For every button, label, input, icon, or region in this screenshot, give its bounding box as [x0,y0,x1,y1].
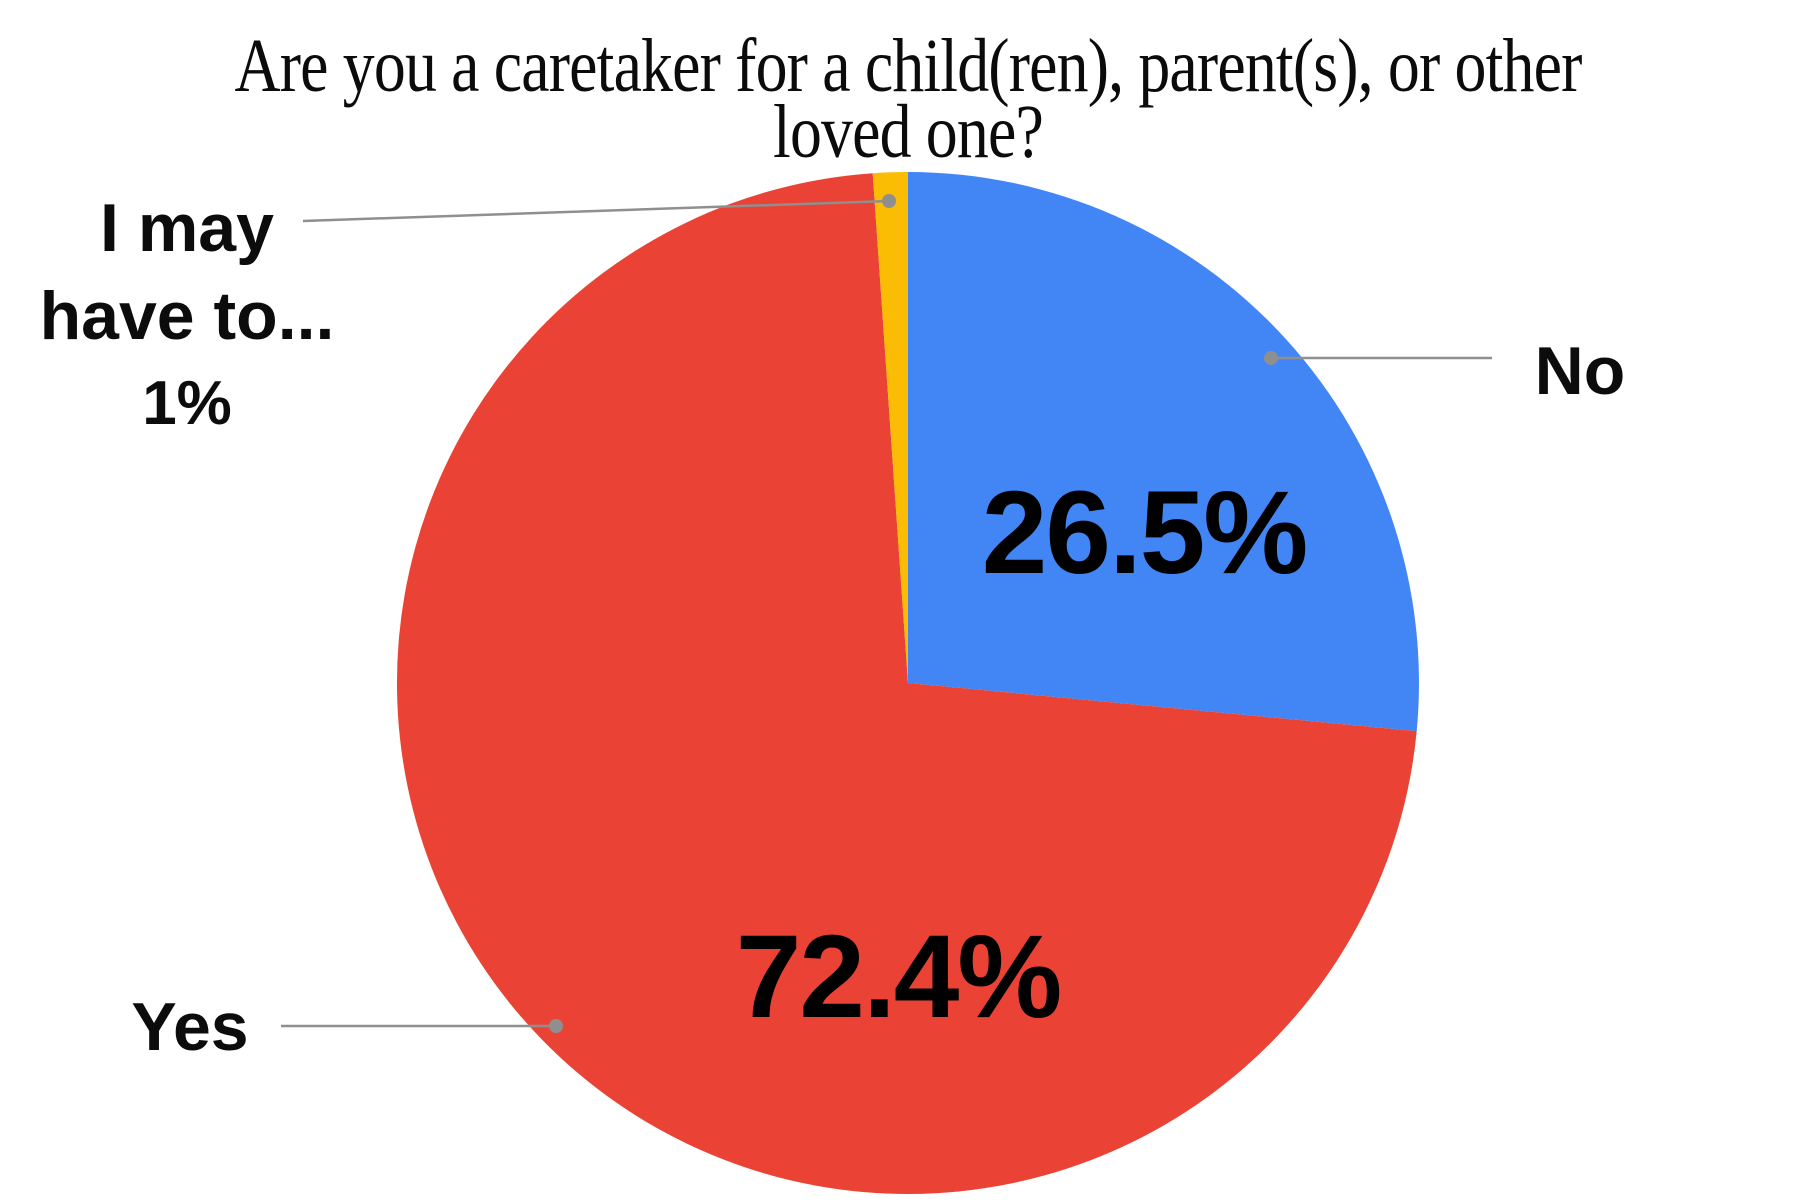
chart-title-line-2: loved one? [773,90,1044,174]
pct-label-no: 26.5% [981,467,1309,599]
leader-dot-yes [549,1019,563,1033]
pct-label-i-may-have-to: 1% [142,369,232,438]
leader-line-i-may-have-to [302,199,890,223]
leader-dot-i-may-have-to [882,194,896,208]
slice-label-i-may-have-to: I may have to... 1% [40,184,335,448]
slice-label-yes: Yes [131,989,249,1065]
pie-slice-no [908,172,1419,732]
chart-title-line-1: Are you a caretaker for a child(ren), pa… [234,24,1582,108]
slice-label-i-may-have-to-line-2: have to... [39,278,335,354]
pie-slice-i-may-have-to [872,171,908,683]
slice-label-no: No [1534,333,1626,409]
pct-label-yes: 72.4% [735,911,1063,1043]
chart-title: Are you a caretaker for a child(ren), pa… [8,24,1800,174]
callout-group [281,194,1492,1033]
pie-slice-yes [396,173,1417,1194]
slice-label-i-may-have-to-line-1: I may [100,190,274,266]
leader-dot-no [1264,351,1278,365]
